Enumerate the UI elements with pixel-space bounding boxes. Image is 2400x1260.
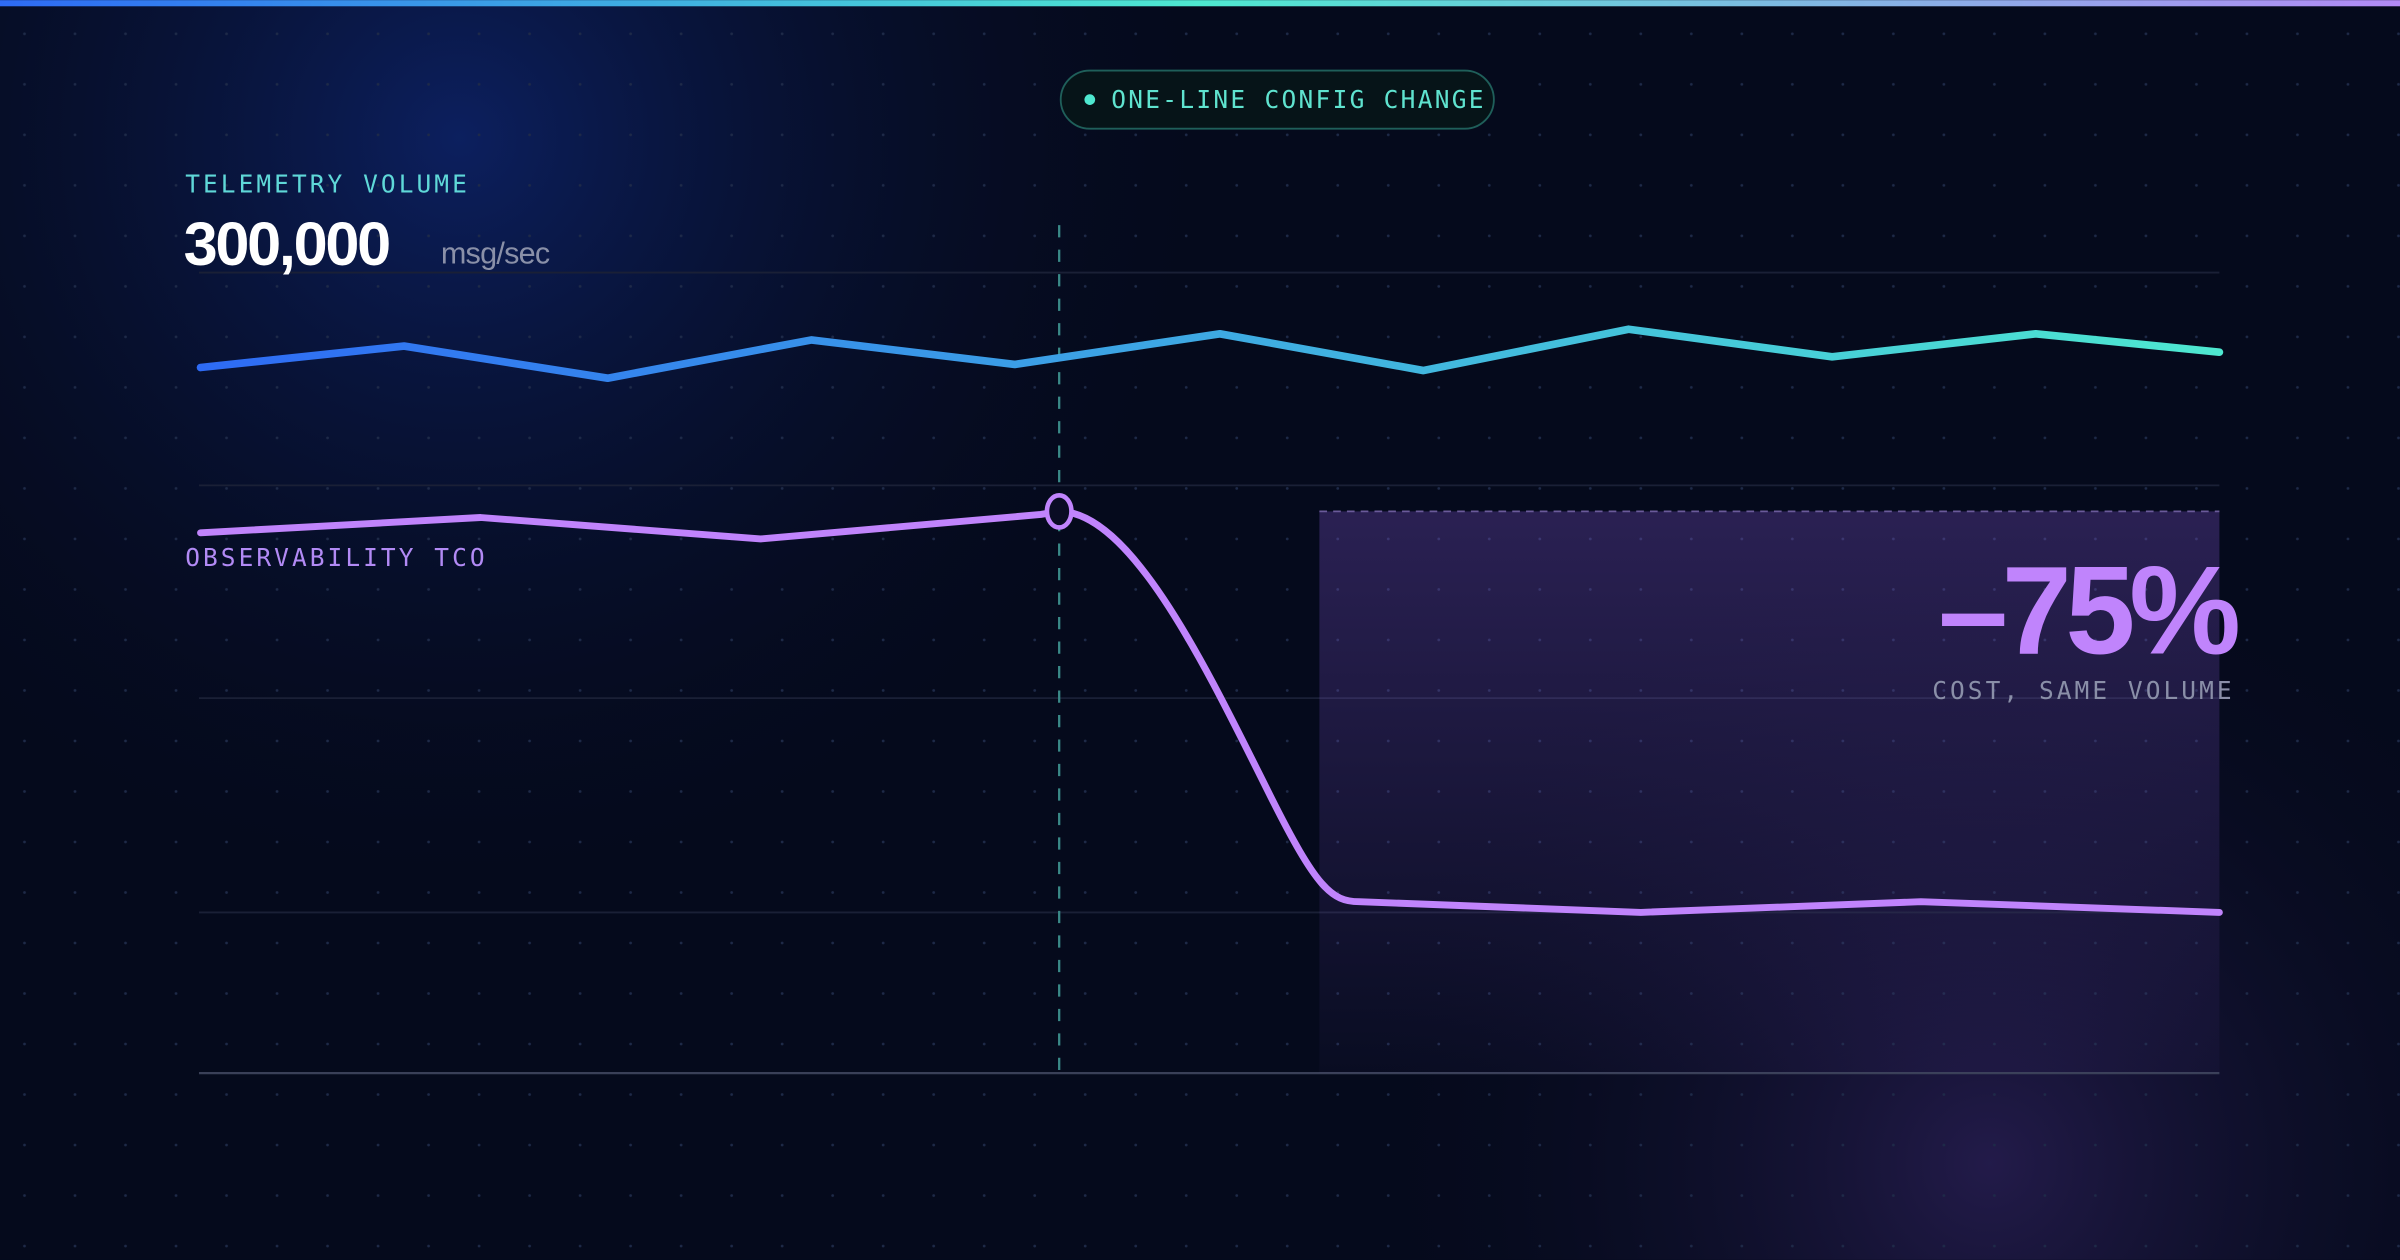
badge-dot xyxy=(1084,94,1096,105)
badge-label: ONE-LINE CONFIG CHANGE xyxy=(1111,85,1486,114)
telemetry-value: 300,000 xyxy=(184,210,389,278)
telemetry-unit: msg/sec xyxy=(441,236,550,270)
telemetry-label: TELEMETRY VOLUME xyxy=(185,169,470,198)
stat-caption: COST, SAME VOLUME xyxy=(1932,676,2234,705)
top-bar xyxy=(0,0,2400,7)
telemetry-line xyxy=(196,325,2224,383)
savings-area xyxy=(1319,511,2220,1074)
tco-line xyxy=(197,507,2223,916)
badge xyxy=(1059,69,1495,130)
change-point xyxy=(1044,493,1074,530)
stat-value: –75% xyxy=(1938,540,2238,681)
tco-label: OBSERVABILITY TCO xyxy=(185,543,487,572)
